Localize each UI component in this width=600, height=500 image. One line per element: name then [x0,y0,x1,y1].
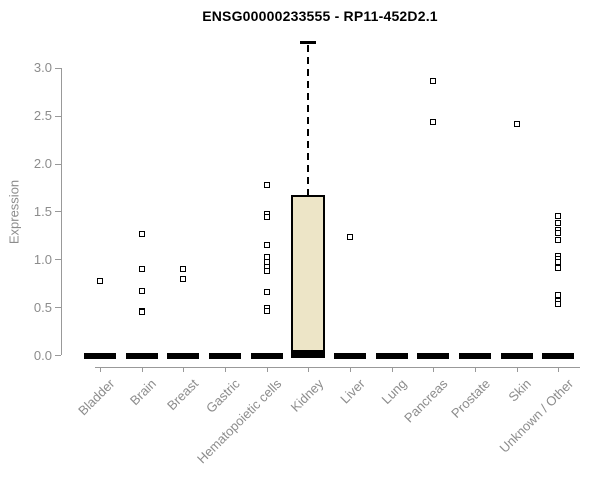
x-tick [475,367,477,372]
whisker-cap-kidney [300,41,317,45]
y-tick-label: 2.5 [33,108,52,124]
outlier-point-unknown-other [555,258,562,265]
outlier-point-hematopoietic-cells [263,308,270,315]
zero-bar-pancreas [417,352,450,359]
x-tick [141,367,143,372]
y-tick [55,163,61,165]
y-tick [55,259,61,261]
median-kidney [291,349,326,356]
chart-title: ENSG00000233555 - RP11-452D2.1 [202,8,438,24]
outlier-point-unknown-other [555,265,562,272]
zero-bar-gastric [209,352,241,359]
x-tick [100,367,101,372]
x-tick-label-breast: Breast [163,376,201,414]
y-tick [55,115,61,117]
outlier-point-brain [138,266,145,273]
outlier-point-liver [347,233,354,240]
x-tick-label-bladder: Bladder [75,376,118,419]
outlier-point-unknown-other [555,292,562,299]
y-tick [55,355,61,356]
zero-bar-lung [375,352,408,359]
x-axis-line [95,367,580,368]
outlier-point-breast [180,275,187,282]
outlier-point-brain [138,309,145,316]
outlier-point-pancreas [430,119,437,126]
outlier-point-unknown-other [555,236,562,243]
y-tick-label: 0.0 [33,347,52,363]
outlier-point-brain [138,230,145,237]
zero-bar-hematopoietic-cells [250,352,283,359]
outlier-point-skin [513,120,520,127]
outlier-point-hematopoietic-cells [263,213,270,220]
outlier-point-hematopoietic-cells [263,289,270,296]
outlier-point-pancreas [430,77,437,84]
zero-bar-liver [334,352,367,359]
x-tick-label-pancreas: Pancreas [401,376,451,426]
zero-bar-bladder [84,352,116,359]
whisker-kidney [307,44,310,195]
y-tick [55,67,61,69]
zero-bar-unknown-other [542,352,575,359]
x-tick-label-skin: Skin [505,376,535,405]
x-tick-label-kidney: Kidney [287,376,326,415]
x-tick-label-unknown-other: Unknown / Other [496,376,576,456]
outlier-point-breast [180,266,187,273]
x-tick [350,367,352,372]
x-tick-label-prostate: Prostate [447,376,493,421]
y-axis-line [61,68,62,356]
y-tick [55,211,61,213]
outlier-point-unknown-other [555,300,562,307]
x-tick [433,367,435,372]
y-tick [55,307,61,309]
outlier-point-hematopoietic-cells [263,242,270,249]
x-tick-label-lung: Lung [378,376,410,408]
outlier-point-brain [138,288,145,295]
x-tick [558,367,560,372]
x-tick-label-liver: Liver [337,376,368,407]
outlier-point-hematopoietic-cells [263,182,270,189]
x-tick-label-gastric: Gastric [202,376,243,416]
outlier-point-unknown-other [555,230,562,237]
x-tick [516,367,518,372]
outlier-point-unknown-other [555,212,562,219]
outlier-point-hematopoietic-cells [263,268,270,275]
y-tick-label: 1.5 [33,203,52,219]
zero-bar-skin [500,352,533,359]
outlier-point-unknown-other [555,220,562,227]
outlier-point-bladder [97,277,103,284]
zero-bar-breast [167,352,200,359]
y-tick-label: 1.0 [33,251,52,267]
x-tick [308,367,310,372]
x-tick [391,367,393,372]
x-tick-label-brain: Brain [127,376,160,409]
zero-bar-prostate [459,352,492,359]
y-tick-label: 2.0 [33,156,52,172]
x-tick [225,367,226,372]
box-kidney [291,194,326,359]
x-tick [266,367,268,372]
x-tick [183,367,185,372]
y-tick-label: 0.5 [33,299,52,315]
y-tick-label: 3.0 [33,60,52,76]
zero-bar-brain [125,352,158,359]
